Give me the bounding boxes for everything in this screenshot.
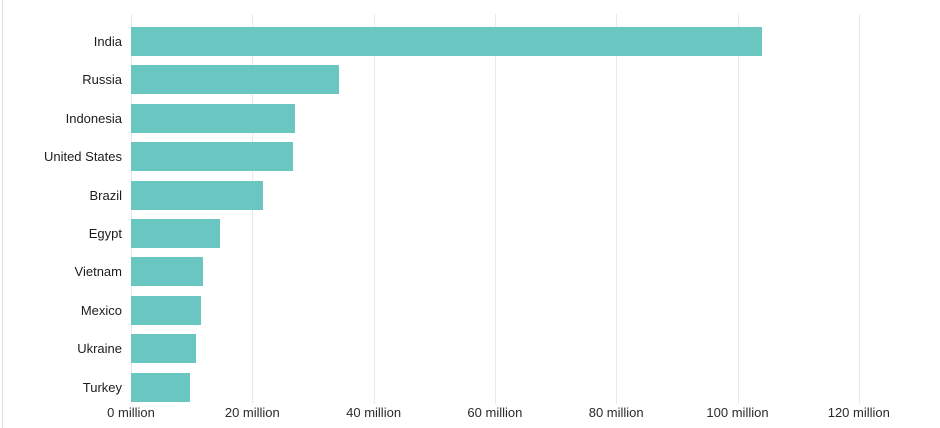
bar-russia xyxy=(131,65,340,95)
gridline-100 xyxy=(737,14,739,404)
x-tick-label: 80 million xyxy=(588,405,644,420)
left-border-line xyxy=(2,0,3,428)
bar-turkey xyxy=(131,372,191,402)
gridline-40 xyxy=(373,14,375,404)
category-label: Brazil xyxy=(89,187,122,203)
category-label: Indonesia xyxy=(65,110,122,126)
x-tick-label: 60 million xyxy=(467,405,523,420)
gridline-120 xyxy=(858,14,860,404)
gridline-60 xyxy=(494,14,496,404)
category-label: United States xyxy=(43,149,122,165)
x-tick-label: 20 million xyxy=(224,405,280,420)
bar-vietnam xyxy=(131,257,203,287)
bar-united-states xyxy=(131,142,293,172)
bar-india xyxy=(131,27,762,56)
x-tick-label: 0 million xyxy=(107,405,155,420)
category-label: Mexico xyxy=(80,302,122,318)
bar-brazil xyxy=(131,180,263,210)
category-label: Ukraine xyxy=(77,341,122,357)
plot-area: 0 million 20 million 40 million 60 million 8… xyxy=(107,0,890,428)
x-tick-label: 100 million xyxy=(706,405,769,420)
category-label: India xyxy=(93,34,122,49)
bar-egypt xyxy=(131,219,221,248)
bar-ukraine xyxy=(131,334,196,364)
bar-mexico xyxy=(131,295,202,325)
x-tick-label: 120 million xyxy=(827,405,890,420)
category-labels: India Russia Indonesia United States Brazil E… xyxy=(0,0,122,428)
x-tick-label: 40 million xyxy=(346,405,402,420)
category-label: Russia xyxy=(82,72,122,88)
gridline-80 xyxy=(616,14,618,404)
category-label: Vietnam xyxy=(74,264,122,280)
bar-indonesia xyxy=(131,103,296,133)
category-label: Turkey xyxy=(82,379,122,395)
category-label: Egypt xyxy=(88,226,122,241)
